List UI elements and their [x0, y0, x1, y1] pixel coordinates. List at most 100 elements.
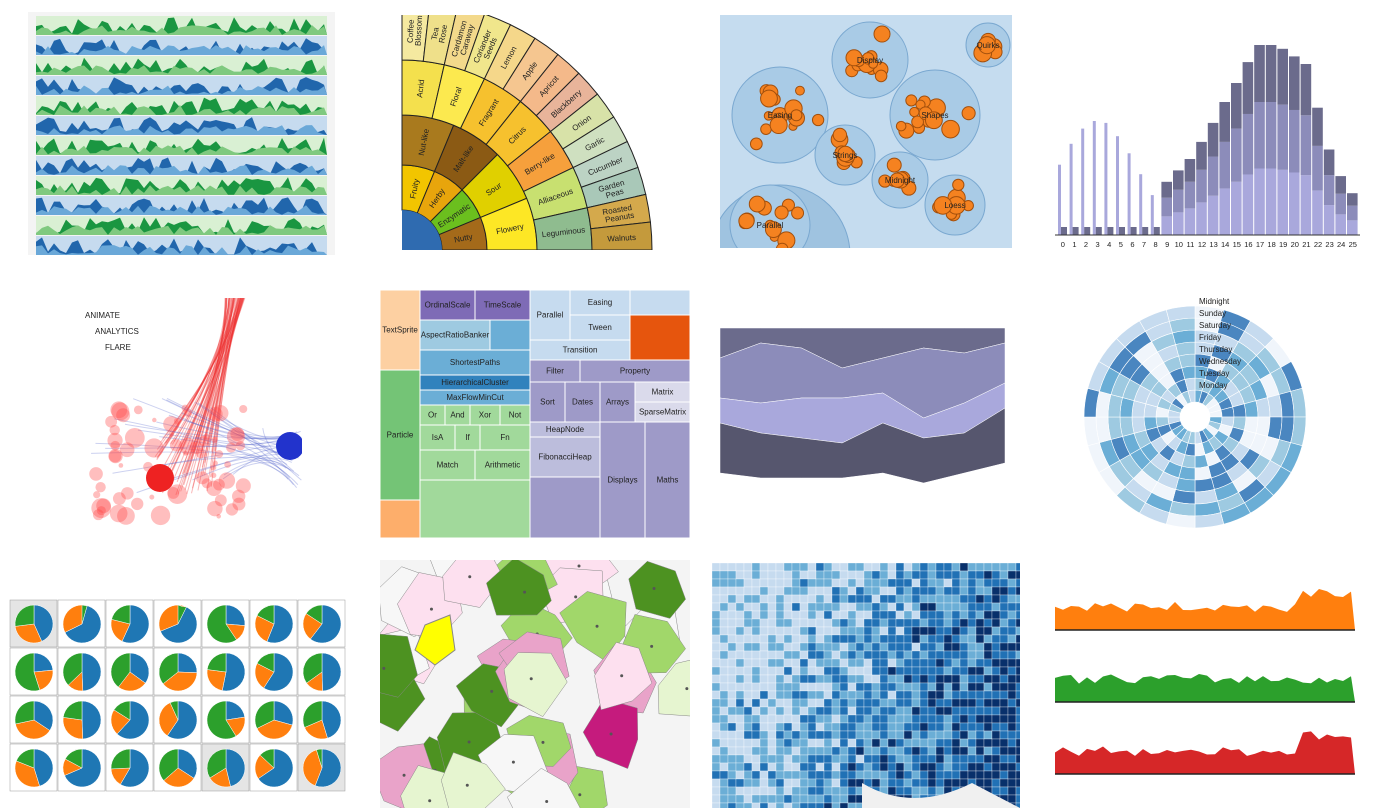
- treemap-label: Displays: [607, 476, 637, 485]
- county: [1007, 594, 1017, 604]
- county: [799, 762, 809, 772]
- county: [975, 674, 985, 684]
- x-tick-label: 13: [1209, 240, 1217, 249]
- county: [751, 746, 761, 756]
- network-node: [89, 467, 103, 481]
- county: [839, 658, 849, 668]
- treemap-label: IsA: [432, 433, 444, 442]
- county: [1015, 586, 1020, 596]
- stacked-histogram-tile[interactable]: 0 1 2 3 4 5 6 7 8 9 10 11 12 13 14 15 16 17 18 19 20 21 22 23 24…: [1045, 15, 1360, 255]
- county: [743, 602, 753, 612]
- county: [983, 666, 993, 676]
- treemap-cell: [380, 499, 421, 538]
- treemap-label: TimeScale: [484, 301, 522, 310]
- network-node: [96, 498, 111, 514]
- county: [775, 746, 785, 756]
- county: [735, 610, 745, 620]
- leaf-circle: [977, 36, 996, 55]
- histogram-bar: [1072, 227, 1079, 235]
- county: [999, 594, 1009, 604]
- treemap-label: Maths: [657, 476, 679, 485]
- county: [975, 618, 985, 628]
- county: [927, 634, 937, 644]
- county: [807, 602, 817, 612]
- county: [983, 762, 993, 772]
- county: [727, 618, 737, 628]
- county: [903, 666, 913, 676]
- county: [935, 690, 945, 700]
- county: [863, 674, 873, 684]
- pie-slice: [263, 652, 294, 692]
- county: [975, 714, 985, 724]
- heatmap-cell: [1131, 416, 1147, 434]
- county: [823, 714, 833, 724]
- county: [1007, 586, 1017, 596]
- network-node: [150, 505, 171, 526]
- packed-circles-tile[interactable]: Easing Display Shapes Strings Midnight Loess P…: [720, 15, 1012, 248]
- county: [879, 722, 889, 732]
- county: [975, 650, 985, 660]
- pie-slice: [129, 652, 150, 684]
- county: [975, 754, 985, 764]
- circle-label: Parallel: [757, 221, 784, 230]
- county: [999, 586, 1009, 596]
- county: [1007, 738, 1017, 748]
- county: [767, 618, 777, 628]
- county: [783, 746, 793, 756]
- county: [871, 698, 881, 708]
- county: [727, 746, 737, 756]
- county: [823, 778, 833, 788]
- county: [839, 738, 849, 748]
- radial-heatmap-tile[interactable]: Midnight Sunday Saturday Friday Thursday Wedn…: [1050, 292, 1360, 535]
- county: [991, 770, 1001, 780]
- horizon-chart-tile[interactable]: [28, 12, 335, 255]
- network-link: [211, 298, 241, 457]
- county: [951, 722, 961, 732]
- treemap-label: Xor: [479, 411, 492, 420]
- pie-slice: [118, 671, 146, 692]
- county: [815, 698, 825, 708]
- network-tile[interactable]: ANIMATE ANALYTICS FLARE: [75, 298, 302, 532]
- county: [871, 722, 881, 732]
- county: [839, 762, 849, 772]
- county: [783, 682, 793, 692]
- choropleth-tile[interactable]: [712, 563, 1020, 808]
- county: [855, 746, 865, 756]
- pie-slice: [158, 748, 179, 781]
- county: [743, 642, 753, 652]
- network-node: [210, 464, 217, 471]
- county: [719, 730, 729, 740]
- county: [959, 618, 969, 628]
- county: [983, 706, 993, 716]
- sunburst-tile[interactable]: Fruity Herby Enzymatic Nutty Nut-like Malt-li…: [392, 15, 683, 250]
- county: [887, 746, 897, 756]
- county: [815, 586, 825, 596]
- county: [783, 770, 793, 780]
- streamgraph-tile[interactable]: [720, 298, 1005, 523]
- county: [887, 730, 897, 740]
- county: [759, 786, 769, 796]
- county: [759, 602, 769, 612]
- horizon-band: [36, 145, 327, 155]
- histogram-bar-segment: [1231, 83, 1242, 129]
- pie-slice: [81, 604, 88, 625]
- county: [999, 570, 1009, 580]
- county: [735, 674, 745, 684]
- county: [815, 786, 825, 796]
- county: [975, 698, 985, 708]
- county: [831, 642, 841, 652]
- county: [999, 770, 1009, 780]
- county: [887, 786, 897, 796]
- voronoi-tile[interactable]: [380, 560, 690, 808]
- sunburst-label: Acrid: [415, 79, 426, 98]
- county: [839, 706, 849, 716]
- county: [911, 658, 921, 668]
- pie-slice: [113, 700, 131, 721]
- county: [1007, 674, 1017, 684]
- voronoi-cell: [440, 752, 506, 808]
- pie-grid-tile[interactable]: [5, 570, 350, 795]
- county: [951, 650, 961, 660]
- treemap-tile[interactable]: TextSprite Particle OrdinalScale TimeScale A…: [380, 290, 690, 538]
- county: [1007, 578, 1017, 588]
- area-charts-tile[interactable]: [1050, 575, 1360, 775]
